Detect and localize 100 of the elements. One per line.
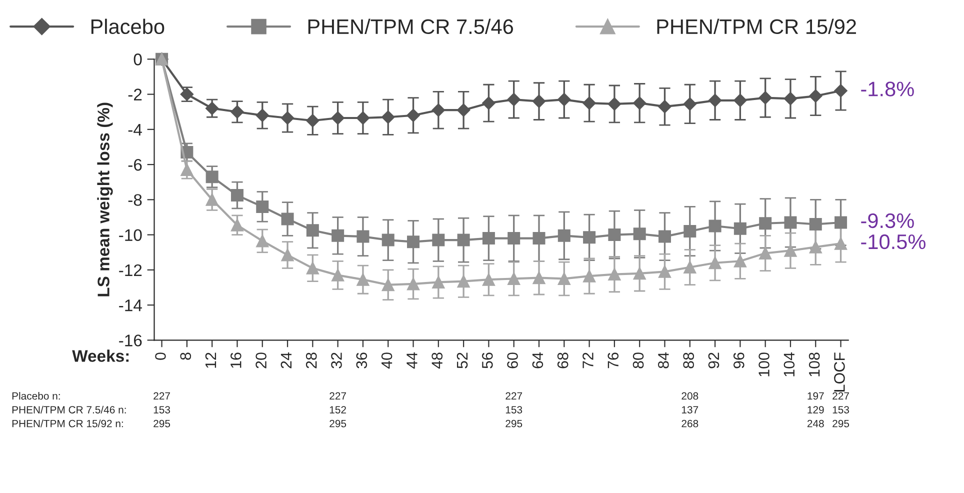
point bbox=[608, 228, 621, 242]
point bbox=[708, 256, 722, 270]
point bbox=[658, 265, 671, 278]
x-tick-label: 8 bbox=[180, 352, 192, 360]
point bbox=[658, 230, 671, 243]
point bbox=[382, 110, 395, 124]
y-tick-label: -14 bbox=[119, 300, 142, 312]
point bbox=[558, 92, 571, 106]
text: 197 bbox=[808, 392, 824, 400]
point bbox=[457, 234, 470, 246]
x-tick-label: 76 bbox=[608, 352, 619, 368]
point bbox=[834, 237, 848, 250]
text: 295 bbox=[506, 420, 522, 428]
point bbox=[482, 273, 495, 286]
legend-label: PHEN/TPM CR 7.5/46 bbox=[308, 18, 514, 34]
x-tick-label: 104 bbox=[784, 352, 795, 376]
point bbox=[784, 244, 797, 257]
y-axis-title: LS mean weight loss (%) bbox=[97, 102, 113, 296]
point bbox=[332, 229, 344, 242]
x-tick-label: 32 bbox=[331, 352, 342, 368]
x-tick-label: 48 bbox=[432, 352, 443, 369]
x-tick-label: 64 bbox=[532, 352, 544, 368]
text: 227 bbox=[154, 392, 170, 400]
point bbox=[406, 108, 420, 122]
point bbox=[683, 97, 696, 111]
point bbox=[306, 114, 320, 128]
point bbox=[834, 84, 848, 98]
point bbox=[432, 276, 445, 288]
point bbox=[306, 224, 319, 237]
point bbox=[331, 111, 344, 125]
point bbox=[608, 268, 621, 281]
point bbox=[281, 248, 294, 262]
x-axis-title: Weeks: bbox=[72, 350, 129, 362]
point bbox=[280, 111, 294, 125]
point bbox=[205, 102, 219, 115]
text: 295 bbox=[154, 420, 170, 428]
point bbox=[508, 232, 520, 245]
point bbox=[457, 275, 470, 288]
x-tick-label: LOCF bbox=[834, 352, 845, 392]
point bbox=[708, 94, 722, 108]
point bbox=[508, 272, 520, 285]
point bbox=[332, 268, 344, 282]
y-tick-label: -2 bbox=[128, 88, 142, 100]
point bbox=[658, 100, 672, 114]
point bbox=[382, 234, 394, 246]
point bbox=[582, 96, 596, 110]
x-tick-label: 92 bbox=[708, 352, 720, 368]
point bbox=[708, 220, 722, 232]
legend-label: Placebo bbox=[91, 18, 164, 34]
point bbox=[230, 105, 244, 118]
x-tick-label: 12 bbox=[205, 352, 216, 368]
point bbox=[432, 104, 445, 117]
point bbox=[407, 278, 420, 290]
point bbox=[206, 193, 218, 206]
y-tick-label: -6 bbox=[128, 158, 142, 171]
x-tick-label: 80 bbox=[632, 352, 644, 368]
point bbox=[734, 94, 747, 108]
text: 137 bbox=[682, 406, 698, 414]
point bbox=[256, 234, 269, 248]
point bbox=[230, 218, 244, 232]
text: 208 bbox=[682, 392, 698, 400]
point bbox=[734, 222, 746, 235]
point bbox=[758, 91, 772, 104]
point bbox=[456, 104, 470, 117]
point bbox=[482, 96, 496, 110]
x-tick-label: 56 bbox=[482, 352, 493, 368]
y-tick-label: -8 bbox=[128, 194, 142, 206]
y-tick-label: -16 bbox=[119, 334, 142, 346]
point bbox=[407, 236, 420, 248]
x-tick-label: 68 bbox=[557, 352, 568, 368]
x-tick-label: 100 bbox=[758, 352, 770, 376]
x-tick-label: 28 bbox=[306, 352, 317, 368]
text: 152 bbox=[330, 406, 346, 414]
x-tick-label: 16 bbox=[230, 352, 242, 368]
point bbox=[206, 170, 218, 184]
point bbox=[356, 230, 370, 243]
x-tick-label: 60 bbox=[507, 352, 518, 368]
point bbox=[382, 278, 394, 292]
point bbox=[230, 189, 244, 202]
point bbox=[507, 92, 520, 106]
text: 227 bbox=[506, 392, 522, 400]
point bbox=[608, 97, 622, 111]
point bbox=[583, 231, 596, 244]
point bbox=[180, 164, 194, 176]
legend-label: PHEN/TPM CR 15/92 bbox=[657, 18, 856, 34]
x-tick-label: 44 bbox=[406, 352, 418, 369]
text: 268 bbox=[682, 420, 698, 428]
point bbox=[356, 273, 370, 286]
point bbox=[532, 94, 546, 108]
point bbox=[784, 216, 797, 229]
text: 153 bbox=[832, 406, 850, 414]
y-tick-label: -10 bbox=[119, 229, 142, 241]
text: PHEN/TPM CR 15/92 n: bbox=[12, 420, 123, 428]
text: 227 bbox=[330, 392, 346, 400]
point bbox=[532, 232, 546, 245]
x-tick-label: 24 bbox=[280, 352, 292, 368]
text: 295 bbox=[832, 420, 850, 428]
point bbox=[558, 272, 570, 285]
point bbox=[809, 218, 822, 231]
point bbox=[583, 270, 596, 282]
